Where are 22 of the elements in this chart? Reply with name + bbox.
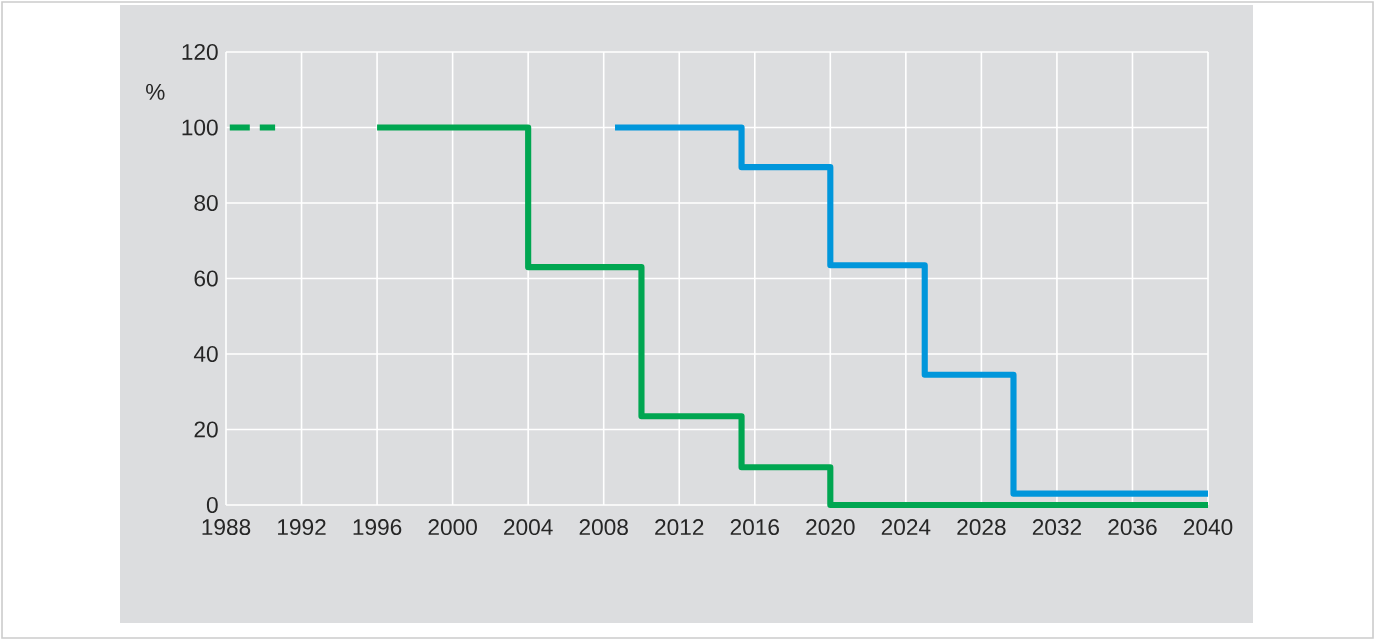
x-tick-label: 2000 [428, 519, 477, 536]
y-tick-label: 40 [193, 345, 218, 363]
x-tick-label: 2020 [806, 519, 855, 536]
x-tick-label: 1996 [353, 519, 402, 536]
y-tick-label: 20 [194, 421, 218, 438]
x-tick-label: 2040 [1183, 519, 1233, 536]
y-tick-label: 80 [194, 194, 218, 212]
x-tick-label: 2008 [579, 519, 628, 536]
x-tick-label: 2024 [881, 519, 931, 536]
x-tick-label: 2004 [504, 519, 553, 536]
x-tick-label: 2028 [957, 519, 1006, 536]
x-tick-label: 1992 [278, 519, 326, 536]
x-tick-label: 1988 [202, 519, 251, 536]
y-axis-title: % [146, 83, 165, 100]
y-tick-label: 60 [194, 270, 218, 287]
y-tick-label: 120 [182, 43, 218, 61]
x-tick-label: 2036 [1108, 519, 1157, 536]
x-tick-label: 2016 [730, 519, 779, 536]
x-tick-label: 2032 [1032, 519, 1081, 536]
x-tick-label: 2012 [655, 519, 704, 536]
y-tick-label: 100 [182, 119, 218, 136]
y-tick-label: 0 [206, 496, 218, 514]
